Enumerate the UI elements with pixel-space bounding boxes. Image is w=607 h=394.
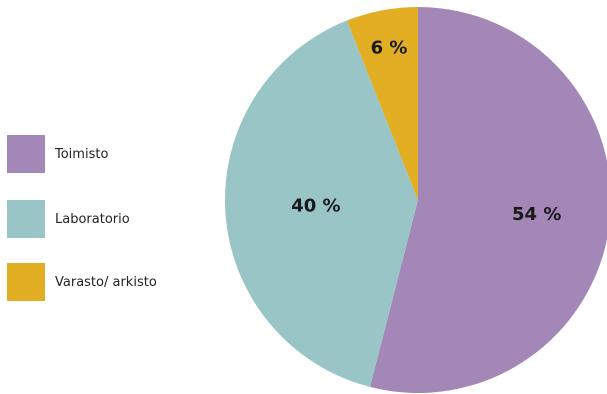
legend-swatch-varasto bbox=[7, 263, 45, 301]
legend-label-toimisto: Toimisto bbox=[55, 146, 109, 162]
pie-labels: 54 % 40 % 6 % bbox=[291, 37, 561, 225]
legend-swatch-toimisto bbox=[7, 135, 45, 173]
pie-slices bbox=[225, 7, 607, 393]
legend-swatch-laboratorio bbox=[7, 200, 45, 238]
slice-label-varasto: 6 % bbox=[371, 37, 408, 58]
pie-slice-laboratorio bbox=[225, 20, 418, 387]
legend-label-laboratorio: Laboratorio bbox=[55, 211, 130, 227]
pie-slice-varasto bbox=[346, 7, 418, 200]
slice-label-laboratorio: 40 % bbox=[291, 195, 340, 216]
legend-item-laboratorio: Laboratorio bbox=[7, 200, 130, 238]
legend-item-varasto: Varasto/ arkisto bbox=[7, 263, 157, 301]
slice-label-toimisto: 54 % bbox=[512, 204, 561, 225]
legend-label-varasto: Varasto/ arkisto bbox=[55, 274, 157, 290]
pie-slice-toimisto bbox=[370, 7, 607, 393]
legend-item-toimisto: Toimisto bbox=[7, 135, 108, 173]
legend: Toimisto Laboratorio Varasto/ arkisto bbox=[0, 0, 200, 394]
